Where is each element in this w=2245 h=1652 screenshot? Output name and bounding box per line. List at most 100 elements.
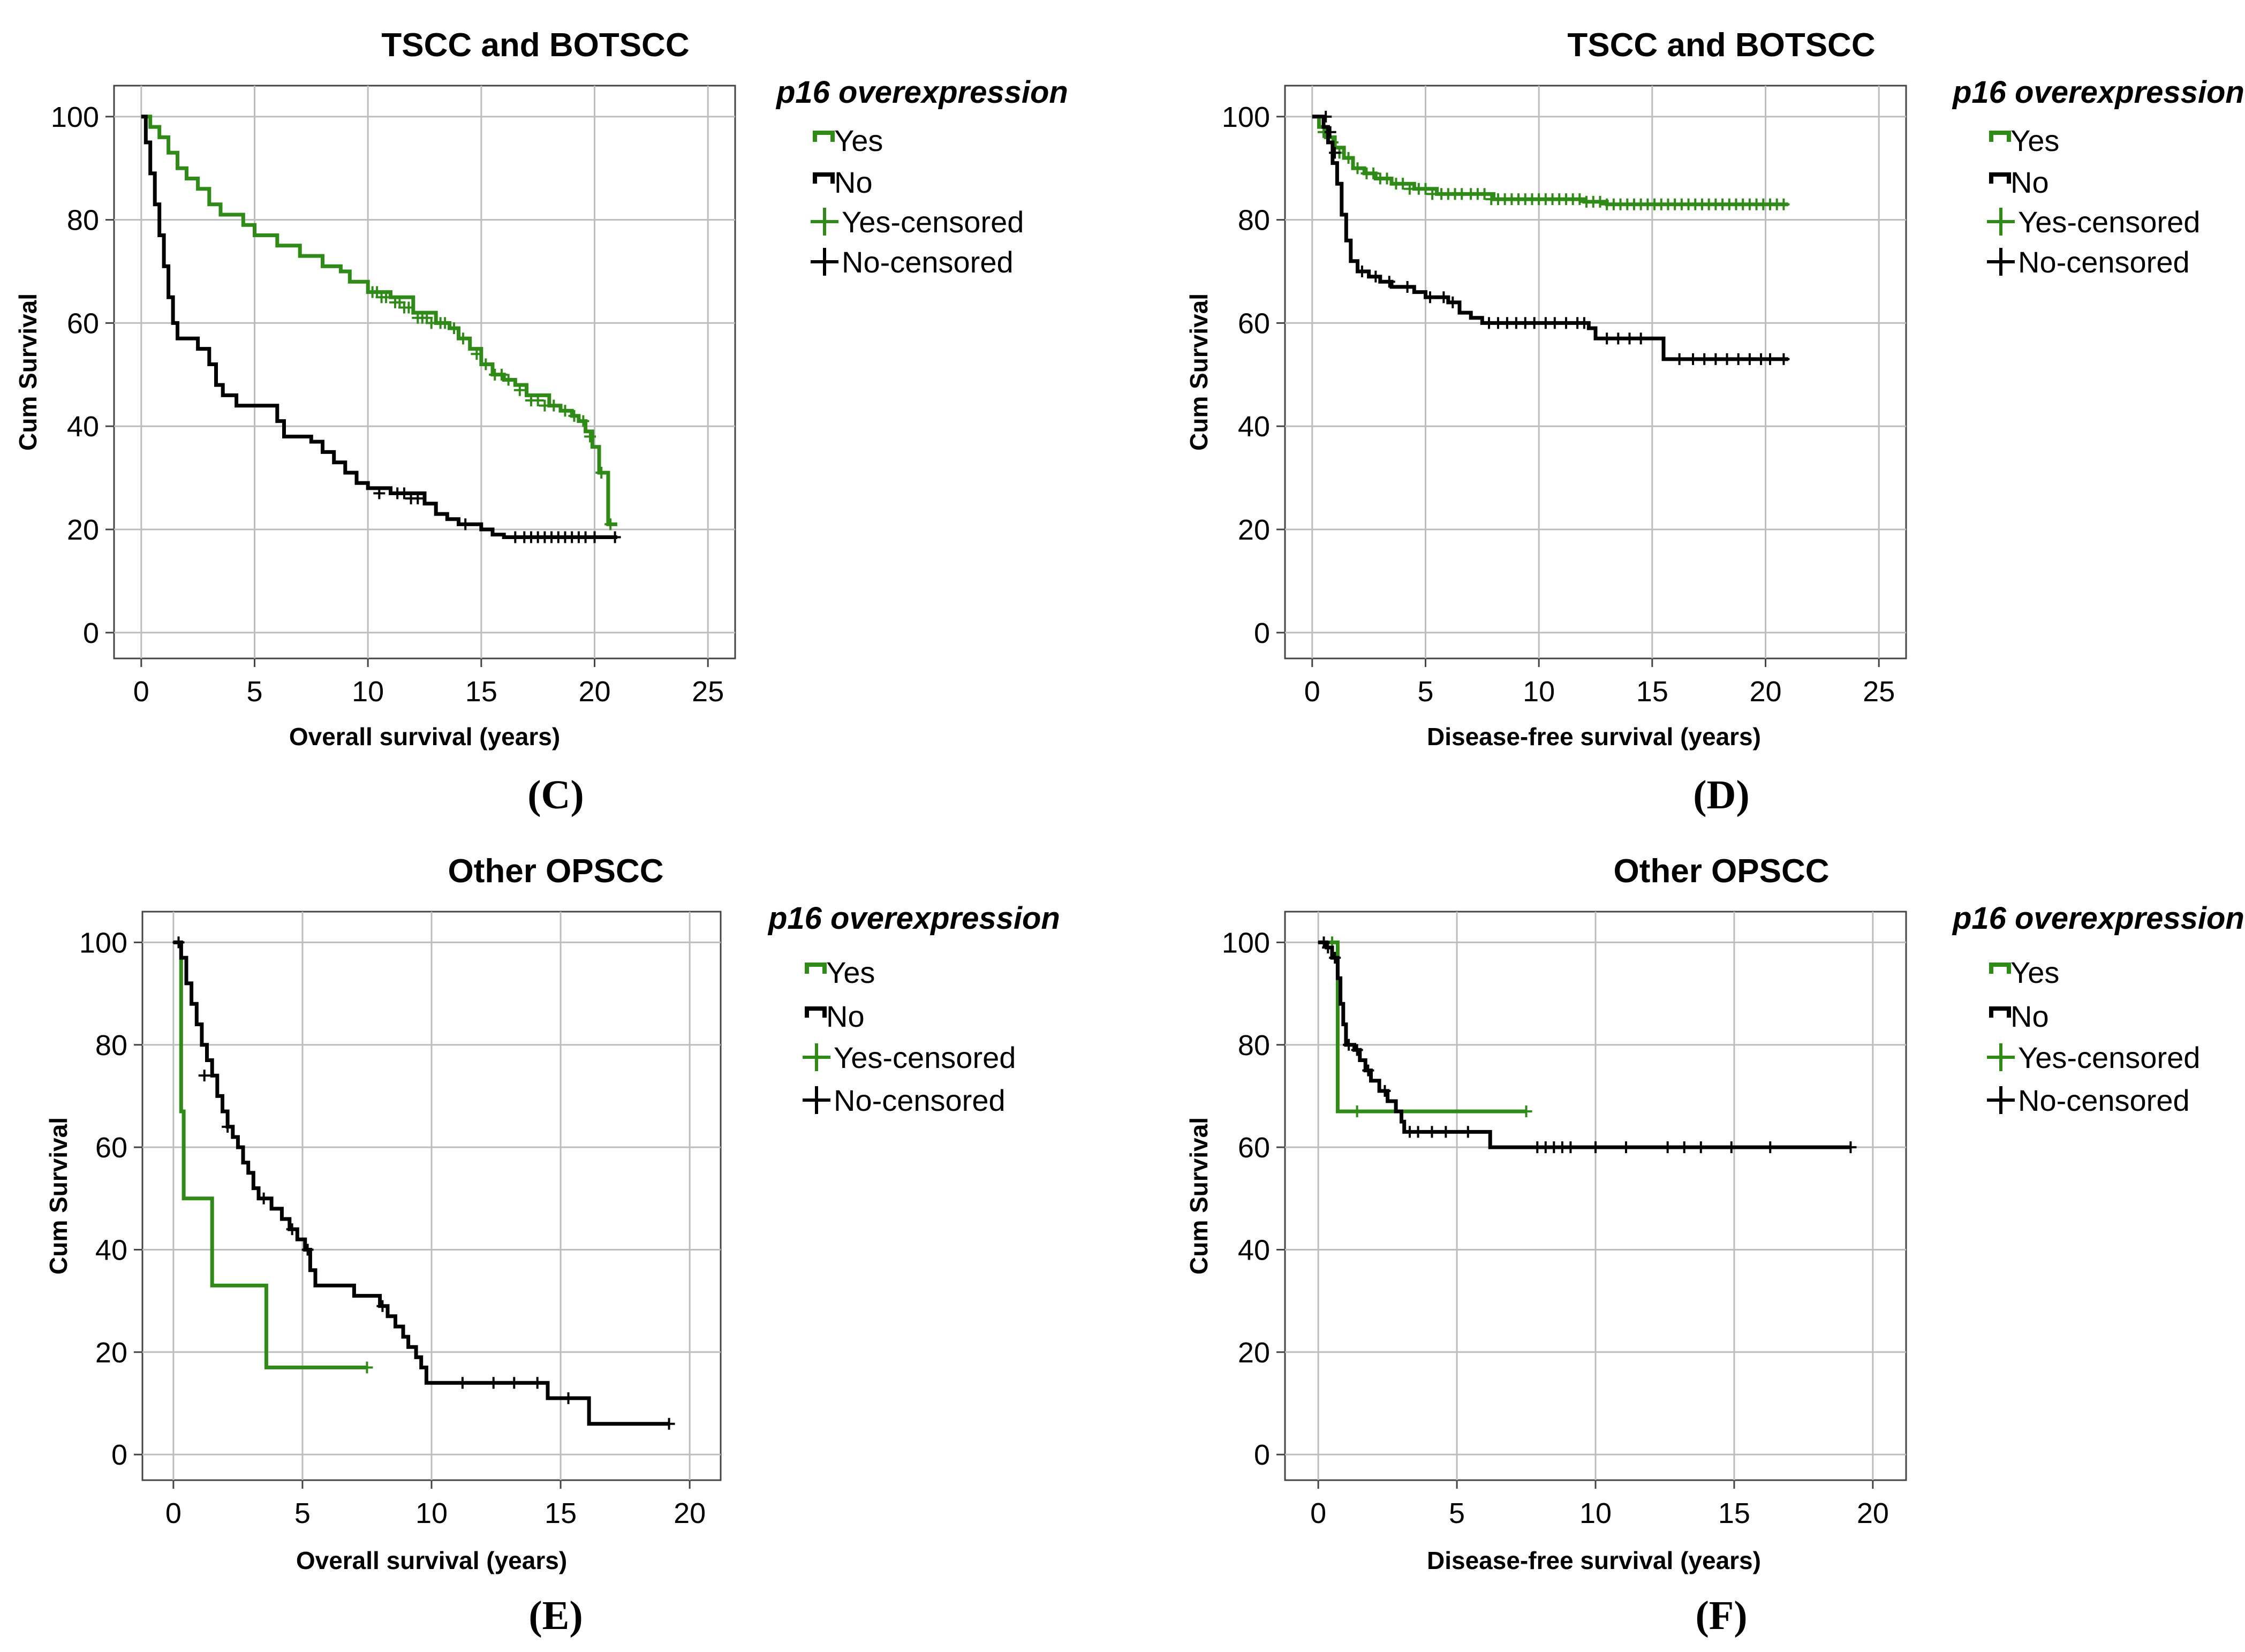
x-axis-label: Overall survival (years) (289, 723, 560, 751)
censor-mark-no (1401, 281, 1413, 293)
censor-mark-no (1601, 332, 1613, 345)
censor-mark-yes (471, 348, 483, 360)
censor-mark-yes (1778, 198, 1790, 210)
y-tick-label: 0 (83, 617, 99, 649)
censor-mark-yes (584, 430, 596, 443)
km-curve-yes (141, 115, 617, 526)
censor-mark-yes (604, 518, 617, 531)
legend-no-censored-icon (1987, 1086, 2015, 1114)
y-tick-label: 100 (79, 927, 127, 959)
censor-mark-no (1687, 353, 1699, 365)
censor-mark-no (1362, 1064, 1374, 1077)
censor-mark-yes (1574, 193, 1586, 206)
censor-mark-no (1635, 332, 1647, 345)
x-axis-label: Disease-free survival (years) (1427, 1547, 1761, 1574)
censor-mark-no (1673, 353, 1685, 365)
x-tick-label: 15 (1718, 1497, 1750, 1529)
censor-mark-yes (1419, 183, 1432, 195)
censor-mark-no (1343, 1039, 1355, 1051)
panel-f: Other OPSCC 0 5 10 15 20 0 20 40 60 80 100 Disease… (1123, 826, 2245, 1652)
censor-mark-no (1764, 1141, 1777, 1154)
censor-mark-yes (1342, 151, 1355, 164)
censor-mark-no (1590, 1141, 1601, 1154)
x-axis-label: Disease-free survival (years) (1427, 723, 1761, 751)
censor-mark-no (398, 487, 410, 499)
censor-mark-no (412, 492, 424, 505)
legend-no-censored: No-censored (2018, 245, 2190, 279)
censor-mark-no (1695, 1141, 1707, 1154)
censor-mark-no (1721, 353, 1733, 365)
legend-no-censored: No-censored (842, 245, 1014, 279)
legend-yes-censored-icon (803, 1043, 830, 1071)
censor-mark-no (373, 487, 385, 499)
x-tick-label: 20 (578, 676, 610, 708)
censor-mark-no (1710, 353, 1722, 365)
censor-mark-no (1564, 1141, 1577, 1154)
censor-mark-no (1732, 353, 1744, 365)
legend-no-step-icon (813, 172, 835, 184)
censor-mark-no (1329, 147, 1341, 159)
censor-mark-no (376, 1300, 389, 1312)
legend-title: p16 overexpression (767, 901, 1060, 936)
censor-mark-no (1322, 941, 1334, 953)
censor-mark-no (562, 1392, 575, 1404)
y-tick-label: 80 (95, 1029, 127, 1062)
censor-mark-no (1379, 1085, 1391, 1097)
y-axis-label: Cum Survival (1185, 1117, 1213, 1275)
censor-mark-no (1845, 1141, 1857, 1154)
legend-no-censored-icon (803, 1086, 830, 1114)
y-tick-label: 40 (95, 1234, 127, 1266)
legend-no: No (2010, 165, 2049, 199)
censor-mark-no (1612, 332, 1624, 345)
censor-mark-no (1412, 1126, 1424, 1138)
censor-mark-yes (1367, 167, 1380, 179)
x-tick-label: 0 (1304, 676, 1320, 708)
panel-e: Other OPSCC 0 5 10 15 20 0 20 40 60 80 100 Overall… (0, 826, 1122, 1652)
km-curve-no (1318, 940, 1851, 1149)
panel-c: TSCC and BOTSCC 0 5 10 15 20 25 0 20 40 60 80 100 O… (0, 0, 1122, 826)
y-axis-label: Cum Survival (44, 1117, 72, 1275)
legend-no-step-icon (1989, 172, 2011, 184)
y-axis-label: Cum Survival (1185, 293, 1213, 451)
chart-e: Other OPSCC 0 5 10 15 20 0 20 40 60 80 100 Overall… (44, 853, 1060, 1638)
legend-no-censored: No-censored (834, 1083, 1006, 1117)
censor-mark-no (198, 1070, 210, 1082)
x-tick-label: 10 (415, 1497, 448, 1529)
x-tick-label: 25 (1863, 676, 1895, 708)
legend-yes-step-icon (805, 963, 827, 974)
censor-mark-yes (1381, 172, 1393, 185)
censor-mark-no (1623, 332, 1636, 345)
chart-f: Other OPSCC 0 5 10 15 20 0 20 40 60 80 100 Disease… (1185, 853, 2244, 1638)
censor-mark-yes (502, 374, 515, 386)
x-tick-label: 20 (1749, 676, 1781, 708)
legend-no: No (834, 165, 873, 199)
censor-mark-yes (1478, 188, 1491, 200)
x-tick-label: 0 (165, 1497, 182, 1529)
legend: p16 overexpression Yes No Yes-censored N… (767, 901, 1060, 1117)
y-tick-label: 0 (111, 1439, 127, 1471)
panel-label: (F) (1695, 1593, 1747, 1638)
panel-label: (E) (528, 1593, 583, 1638)
censor-mark-no (1329, 952, 1341, 964)
x-tick-label: 20 (674, 1497, 706, 1529)
censor-mark-yes (495, 368, 508, 381)
y-tick-label: 20 (1238, 514, 1270, 546)
censor-mark-no (1424, 291, 1436, 304)
y-tick-label: 40 (1238, 1234, 1270, 1266)
x-tick-label: 0 (133, 676, 149, 708)
censor-mark-yes (595, 466, 608, 479)
y-tick-label: 40 (67, 411, 99, 443)
censor-mark-no (1426, 1126, 1438, 1138)
x-tick-label: 15 (465, 676, 497, 708)
censor-mark-yes (380, 291, 392, 304)
legend-yes: Yes (826, 956, 875, 989)
chart-title: Other OPSCC (1613, 853, 1829, 890)
y-tick-label: 80 (1238, 204, 1270, 237)
censor-mark-yes (361, 1361, 373, 1374)
legend-yes-censored: Yes-censored (2018, 1041, 2200, 1074)
legend-yes-step-icon (1989, 963, 2011, 974)
censor-mark-no (1548, 317, 1561, 329)
legend-yes: Yes (2010, 956, 2059, 989)
censor-mark-no (531, 1377, 543, 1389)
censor-mark-no (588, 531, 601, 543)
